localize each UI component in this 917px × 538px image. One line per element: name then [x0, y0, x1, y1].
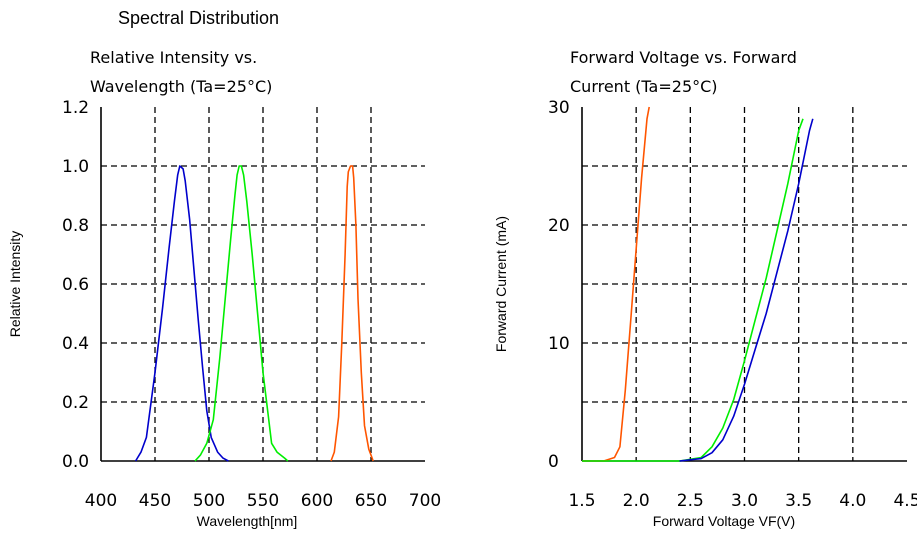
forward-x-tick-label: 3.5	[785, 491, 812, 511]
intensity-x-tick-label: 650	[355, 491, 387, 511]
intensity-series-line-2	[330, 165, 374, 462]
forward-y-tick-label: 10	[548, 334, 570, 354]
intensity-chart-title-line2: Wavelength (Ta=25°C)	[90, 77, 272, 96]
intensity-y-tick-label: 1.0	[62, 157, 89, 177]
intensity-x-tick-label: 500	[193, 491, 225, 511]
intensity-x-tick-label: 600	[301, 491, 333, 511]
forward-x-tick-label: 2.5	[677, 491, 704, 511]
forward-chart-title-line2: Current (Ta=25°C)	[570, 77, 718, 96]
intensity-y-tick-label: 0.6	[62, 275, 89, 295]
intensity-series-line-0	[134, 165, 229, 462]
intensity-x-tick-label: 700	[409, 491, 441, 511]
intensity-y-tick-label: 1.2	[62, 98, 89, 118]
forward-y-axis-label: Forward Current (mA)	[493, 216, 509, 352]
intensity-chart: Relative Intensity vs. Wavelength (Ta=25…	[7, 48, 441, 529]
intensity-x-tick-label: 550	[247, 491, 279, 511]
intensity-x-axis-label: Wavelength[nm]	[197, 513, 298, 529]
forward-x-tick-label: 4.0	[839, 491, 866, 511]
forward-series-line-2	[679, 118, 814, 462]
forward-y-tick-label: 30	[548, 98, 570, 118]
intensity-y-tick-label: 0.4	[62, 334, 89, 354]
intensity-x-tick-label: 450	[139, 491, 171, 511]
intensity-y-tick-label: 0.2	[62, 393, 89, 413]
forward-chart-title-line1: Forward Voltage vs. Forward	[570, 48, 797, 67]
forward-y-tick-label: 20	[548, 216, 570, 236]
intensity-plot-area: 0.0 0.2 0.4 0.6 0.8 1.0 1.2 400 450 500 550 600 650 7…	[62, 98, 441, 511]
forward-x-tick-label: 4.5	[893, 491, 917, 511]
forward-x-axis-label: Forward Voltage VF(V)	[653, 513, 795, 529]
forward-plot-area: 0 10 20 30 1.5 2.0 2.5 3.0 3.5 4.0 4.5	[548, 98, 917, 511]
forward-x-tick-label: 2.0	[623, 491, 650, 511]
intensity-y-axis-label: Relative Intensity	[7, 231, 23, 338]
intensity-x-tick-label: 400	[85, 491, 117, 511]
forward-x-tick-label: 1.5	[568, 491, 595, 511]
forward-current-chart: Forward Voltage vs. Forward Current (Ta=…	[493, 48, 917, 529]
forward-series-line-1	[582, 118, 804, 462]
forward-series-line-0	[582, 106, 650, 462]
intensity-series-line-1	[194, 165, 289, 462]
forward-y-tick-label: 0	[548, 452, 559, 472]
intensity-y-tick-label: 0.8	[62, 216, 89, 236]
intensity-y-tick-label: 0.0	[62, 452, 89, 472]
intensity-chart-title-line1: Relative Intensity vs.	[90, 48, 257, 67]
page-title: Spectral Distribution	[118, 8, 279, 28]
forward-x-tick-label: 3.0	[731, 491, 758, 511]
